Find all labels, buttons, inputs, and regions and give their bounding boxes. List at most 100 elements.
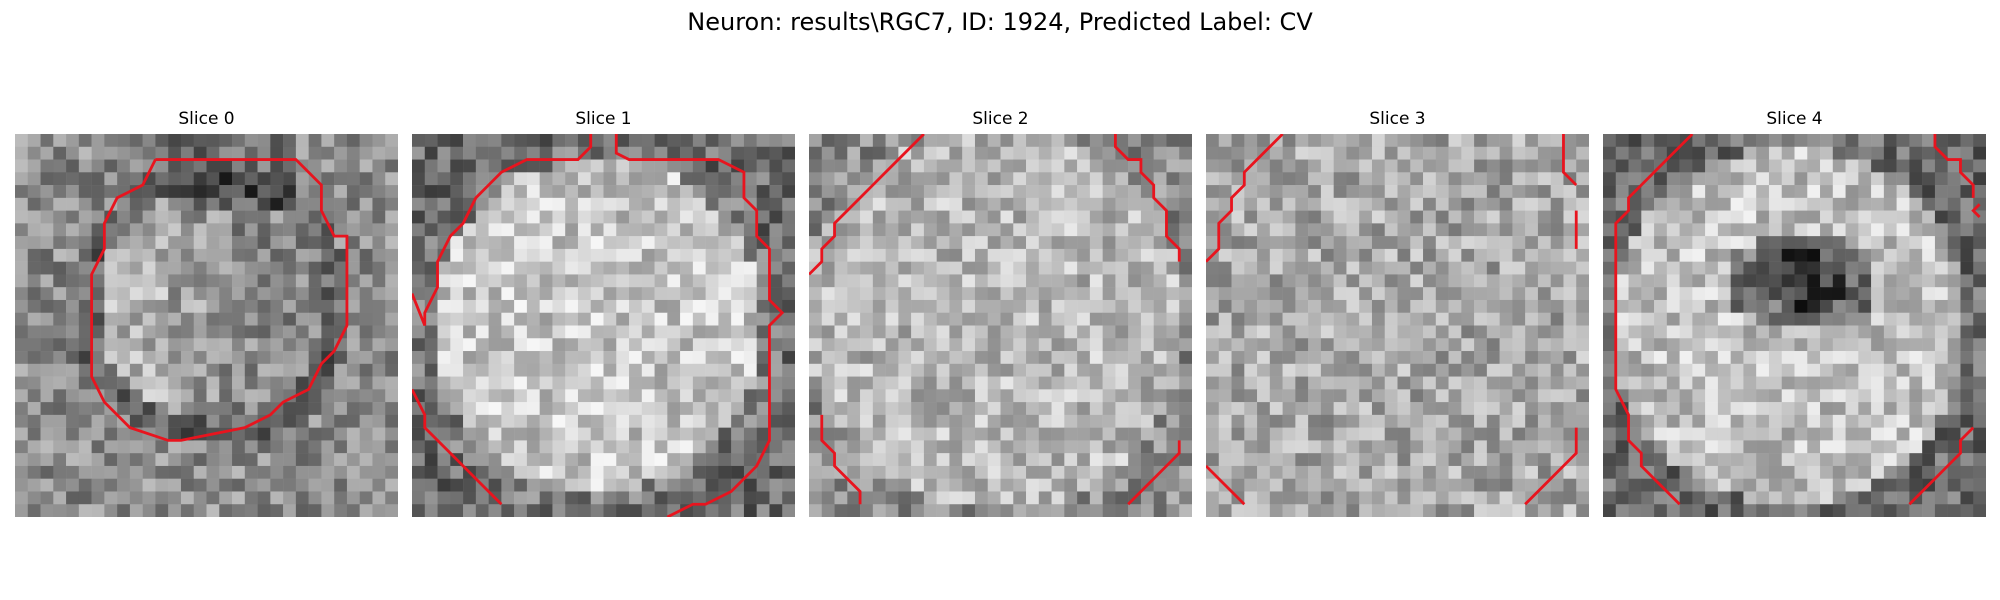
pixel — [1705, 338, 1719, 352]
pixel — [1871, 274, 1885, 288]
pixel — [1858, 287, 1872, 301]
pixel — [1115, 159, 1129, 173]
pixel — [1000, 504, 1014, 517]
pixel — [1512, 427, 1526, 441]
pixel — [1051, 414, 1065, 428]
pixel — [552, 299, 566, 313]
pixel — [1641, 223, 1655, 237]
pixel — [257, 504, 271, 517]
pixel — [437, 287, 451, 301]
pixel — [334, 172, 348, 186]
pixel — [295, 465, 309, 479]
pixel — [1282, 185, 1296, 199]
pixel — [1295, 236, 1309, 250]
pixel — [565, 299, 579, 313]
pixel — [565, 261, 579, 275]
pixel — [1089, 453, 1103, 467]
pixel — [1858, 197, 1872, 211]
pixel — [552, 223, 566, 237]
pixel — [1730, 376, 1744, 390]
pixel — [834, 453, 848, 467]
pixel — [1038, 299, 1052, 313]
pixel — [847, 376, 861, 390]
pixel — [654, 389, 668, 403]
pixel — [1717, 504, 1731, 517]
pixel — [1486, 478, 1500, 492]
pixel — [1615, 274, 1629, 288]
pixel — [308, 261, 322, 275]
pixel — [1781, 389, 1795, 403]
pixel — [1883, 325, 1897, 339]
pixel — [1064, 491, 1078, 505]
pixel — [603, 414, 617, 428]
pixel — [412, 338, 426, 352]
pixel — [1153, 478, 1167, 492]
pixel — [78, 351, 92, 365]
pixel — [1038, 478, 1052, 492]
pixel — [1026, 491, 1040, 505]
pixel — [295, 248, 309, 262]
pixel — [860, 210, 874, 224]
pixel — [437, 491, 451, 505]
pixel — [66, 338, 80, 352]
pixel — [1654, 223, 1668, 237]
pixel — [539, 478, 553, 492]
pixel — [1576, 223, 1589, 237]
pixel — [15, 427, 29, 441]
pixel — [168, 134, 182, 148]
pixel — [1102, 146, 1116, 160]
pixel — [526, 478, 540, 492]
pixel — [244, 440, 258, 454]
pixel — [809, 274, 823, 288]
pixel — [1218, 223, 1232, 237]
pixel — [1563, 299, 1577, 313]
pixel — [667, 312, 681, 326]
pixel — [142, 236, 156, 250]
pixel — [1026, 363, 1040, 377]
pixel — [1371, 287, 1385, 301]
pixel — [1435, 351, 1449, 365]
pixel — [1909, 287, 1923, 301]
pixel — [1641, 134, 1655, 148]
pixel — [974, 197, 988, 211]
pixel — [1346, 363, 1360, 377]
pixel — [898, 274, 912, 288]
pixel — [321, 248, 335, 262]
pixel — [1756, 465, 1770, 479]
pixel — [168, 159, 182, 173]
pixel — [1858, 478, 1872, 492]
pixel — [1206, 287, 1220, 301]
pixel — [1615, 465, 1629, 479]
pixel — [104, 465, 118, 479]
pixel — [1000, 491, 1014, 505]
pixel — [1026, 146, 1040, 160]
pixel — [782, 299, 795, 313]
pixel — [1576, 351, 1589, 365]
pixel — [1512, 299, 1526, 313]
contour-3-a — [1206, 134, 1284, 263]
pixel — [412, 261, 426, 275]
pixel — [1628, 325, 1642, 339]
pixel — [1461, 223, 1475, 237]
pixel — [1499, 351, 1513, 365]
pixel — [1486, 185, 1500, 199]
pixel — [1333, 478, 1347, 492]
pixel — [1064, 299, 1078, 313]
pixel — [769, 146, 783, 160]
pixel — [1603, 414, 1617, 428]
pixel — [91, 287, 105, 301]
pixel — [1832, 351, 1846, 365]
pixel — [692, 325, 706, 339]
pixel — [1089, 402, 1103, 416]
pixel — [1486, 338, 1500, 352]
pixel — [1474, 453, 1488, 467]
pixel — [78, 491, 92, 505]
pixel — [219, 172, 233, 186]
pixel — [1563, 504, 1577, 517]
pixel — [987, 402, 1001, 416]
pixel — [987, 134, 1001, 148]
pixel — [1206, 427, 1220, 441]
pixel — [552, 261, 566, 275]
pixel — [193, 363, 207, 377]
pixel — [232, 312, 246, 326]
